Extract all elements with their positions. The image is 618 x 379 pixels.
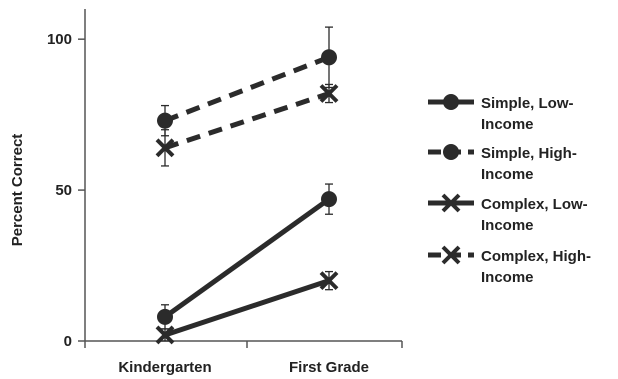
series-2 [157,26,337,137]
data-point [155,138,175,158]
data-point [155,325,175,345]
x-tick-label: First Grade [289,359,369,376]
series-line [164,278,330,338]
data-point-stroke [319,271,339,291]
series-line [163,197,331,319]
series-3 [155,270,339,345]
data-point [441,245,461,265]
data-point-stroke [441,193,461,213]
data-point [157,308,173,325]
data-point [443,94,459,110]
legend-label: Complex, High- [481,248,591,265]
legend-label: Simple, High- [481,145,577,162]
data-point-stroke [441,245,461,265]
x-tick-label: Kindergarten [118,359,211,376]
data-point [321,49,337,66]
series-1 [157,183,337,330]
axes [84,9,402,342]
y-tick-label: 0 [64,333,72,350]
legend-item-4: Complex, High- Income [428,245,591,286]
series-4 [155,83,339,167]
legend-label: Income [481,166,534,183]
data-point [441,193,461,213]
series-layer [155,26,339,345]
data-point-stroke [155,138,175,158]
data-point [443,144,459,160]
y-tick-label: 50 [55,182,72,199]
data-point [319,84,339,103]
data-point [321,191,337,208]
series-line [164,54,330,124]
x-ticks: Kindergarten First Grade [84,341,403,376]
legend-label: Income [481,116,534,133]
legend-item-2: Simple, High- Income [428,144,577,183]
legend-label: Income [481,217,534,234]
legend-label: Income [481,269,534,286]
legend-item-1: Simple, Low- Income [428,94,574,133]
data-point-stroke [155,325,175,345]
legend-label: Complex, Low- [481,196,588,213]
y-tick-label: 100 [47,31,72,48]
data-point-stroke [319,84,339,103]
data-point [319,271,339,291]
data-point [157,112,173,129]
y-ticks: 0 50 100 [47,31,85,350]
y-axis-title: Percent Correct [9,134,26,247]
series-line [164,91,330,151]
legend-label: Simple, Low- [481,95,574,112]
legend-item-3: Complex, Low- Income [428,193,588,234]
